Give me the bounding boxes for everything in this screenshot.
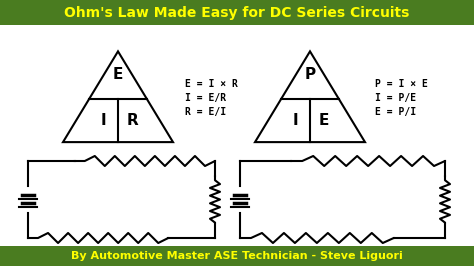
Text: E: E [319, 113, 329, 128]
Text: R = E/I: R = E/I [185, 107, 226, 117]
Text: P: P [304, 68, 316, 82]
Text: E: E [113, 68, 123, 82]
Text: E = P/I: E = P/I [375, 107, 416, 117]
Text: By Automotive Master ASE Technician - Steve Liguori: By Automotive Master ASE Technician - St… [71, 251, 403, 261]
Text: I = E/R: I = E/R [185, 93, 226, 103]
Text: Ohm's Law Made Easy for DC Series Circuits: Ohm's Law Made Easy for DC Series Circui… [64, 6, 410, 20]
Text: I = P/E: I = P/E [375, 93, 416, 103]
Text: I: I [293, 113, 299, 128]
Text: P = I × E: P = I × E [375, 79, 428, 89]
FancyBboxPatch shape [0, 0, 474, 25]
Text: R: R [127, 113, 138, 128]
Text: E = I × R: E = I × R [185, 79, 238, 89]
FancyBboxPatch shape [0, 246, 474, 266]
Text: I: I [101, 113, 107, 128]
